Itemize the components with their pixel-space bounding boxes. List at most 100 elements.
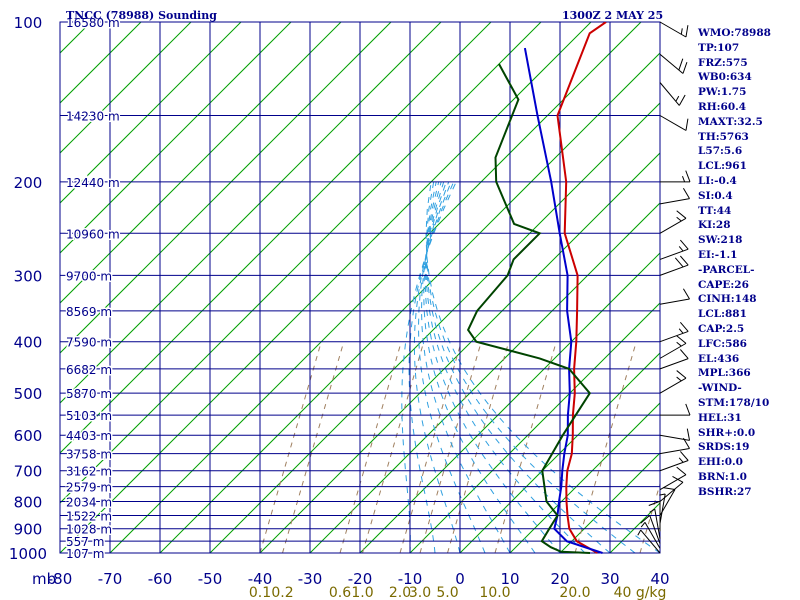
- stat-item: TP:107: [698, 41, 740, 54]
- wind-barb: [649, 508, 661, 539]
- wind-barb-flag: [685, 25, 689, 38]
- height-label: 557 m: [66, 535, 104, 549]
- wind-barb-flag: [676, 370, 687, 379]
- pressure-tick-label: 800: [14, 494, 43, 512]
- wind-barb-flag: [680, 28, 683, 35]
- temperature-tick-label: -50: [198, 570, 223, 588]
- mixing-ratio-label: 1.0: [351, 585, 373, 600]
- stat-item: LI:-0.4: [698, 174, 737, 187]
- wind-barb-staff: [659, 298, 690, 305]
- wind-barb: [640, 522, 661, 549]
- stat-item: LCL:881: [698, 308, 747, 321]
- isotherm: [209, 102, 660, 554]
- stat-item: EI:-1.1: [698, 248, 738, 261]
- mixing-ratio-line: [259, 341, 322, 554]
- pressure-tick-label: 500: [14, 385, 43, 403]
- wind-barb-staff: [649, 515, 661, 544]
- height-label: 2034 m: [66, 496, 112, 510]
- height-label: 1028 m: [66, 523, 112, 537]
- temperature-tick-label: 10: [500, 570, 519, 588]
- station-title: TNCC (78988) Sounding: [66, 9, 217, 22]
- wind-barb: [659, 349, 689, 370]
- height-label: 1522 m: [66, 510, 112, 524]
- stat-item: MAXT:32.5: [698, 115, 763, 128]
- stat-item: PW:1.75: [698, 86, 747, 99]
- wind-barb: [659, 335, 687, 359]
- height-label: 4403 m: [66, 429, 112, 443]
- height-label: 7590 m: [66, 336, 112, 350]
- wind-barb-flag: [676, 216, 682, 222]
- pressure-tick-label: 400: [14, 334, 43, 352]
- wind-barb-flag: [649, 508, 656, 513]
- wind-barb: [659, 210, 687, 234]
- mixing-ratio-label: 2.0: [389, 585, 411, 600]
- stat-item: BRN:1.0: [698, 470, 747, 483]
- wind-barb: [659, 115, 689, 131]
- wind-barb: [659, 437, 690, 455]
- height-label: 10960 m: [66, 227, 120, 241]
- stat-item: FRZ:575: [698, 56, 748, 69]
- wind-barb: [659, 428, 691, 441]
- pressure-tick-label: 700: [14, 463, 43, 481]
- wind-barb-staff: [659, 330, 689, 343]
- mixing-ratio-line: [362, 341, 425, 554]
- mixing-ratio-line: [399, 341, 462, 554]
- temperature-tick-label: 40: [650, 570, 669, 588]
- pressure-tick-label: 600: [14, 427, 43, 445]
- wind-barb-flag: [676, 376, 682, 382]
- stats-section-header: -WIND-: [698, 382, 742, 395]
- grid-lines: [59, 21, 661, 554]
- wind-barb-flag: [640, 515, 651, 524]
- wind-barb: [659, 255, 689, 276]
- wind-barb-flag: [674, 257, 684, 268]
- wind-barb-flag: [678, 58, 684, 71]
- pressure-tick-label: 1000: [9, 545, 47, 563]
- mixing-ratio-label: 40 g/kg: [614, 585, 667, 600]
- height-label: 3162 m: [66, 465, 112, 479]
- mixing-ratio-line: [339, 341, 402, 554]
- wind-barb-flag: [648, 500, 661, 506]
- temperature-tick-label: -60: [148, 570, 173, 588]
- mixing-ratio-line: [419, 341, 482, 554]
- wind-barb-staff: [659, 217, 687, 234]
- wind-barb: [659, 322, 689, 343]
- wind-barb-flag: [679, 451, 689, 461]
- wind-barb-flag: [678, 457, 684, 463]
- temperature-tick-label: 20: [550, 570, 569, 588]
- wind-barb-flag: [682, 437, 690, 449]
- stat-item: CAP:2.5: [698, 322, 745, 335]
- wind-barb: [637, 529, 661, 554]
- height-label: 5103 m: [66, 409, 112, 423]
- height-label: 107 m: [66, 547, 104, 561]
- moist-adiabat: [426, 181, 611, 554]
- isotherm: [559, 452, 660, 554]
- height-label: 6682 m: [66, 363, 112, 377]
- mixing-ratio-label: 10.0: [479, 585, 510, 600]
- stat-item: TH:5763: [698, 130, 749, 143]
- wind-barb-flag: [637, 529, 642, 536]
- wind-barb: [659, 239, 689, 260]
- wind-barb-staff: [659, 21, 687, 38]
- isotherm: [60, 22, 292, 254]
- temperature-tick-label: -40: [248, 570, 273, 588]
- wind-barb-staff: [659, 358, 689, 370]
- moist-adiabat: [417, 181, 486, 554]
- stat-item: RH:60.4: [698, 100, 747, 113]
- isotherm: [109, 22, 642, 554]
- temperature-tick-label: 30: [600, 570, 619, 588]
- wind-barb: [659, 370, 687, 394]
- plot-frame: [59, 21, 661, 554]
- mixing-ratio-line: [574, 341, 637, 554]
- stats-section-header: -PARCEL-: [698, 263, 755, 276]
- height-label: 14230 m: [66, 110, 120, 124]
- isotherm: [459, 352, 660, 554]
- wind-barb: [659, 188, 690, 205]
- temperature-tick-label: -70: [98, 570, 123, 588]
- isotherm: [409, 302, 660, 554]
- wind-barb-staff: [659, 481, 684, 502]
- isotherm: [60, 22, 242, 204]
- isotherm: [60, 22, 492, 454]
- isotherm: [60, 22, 342, 304]
- wind-barb-staff: [640, 529, 661, 554]
- mixing-ratio-lines: [259, 341, 660, 554]
